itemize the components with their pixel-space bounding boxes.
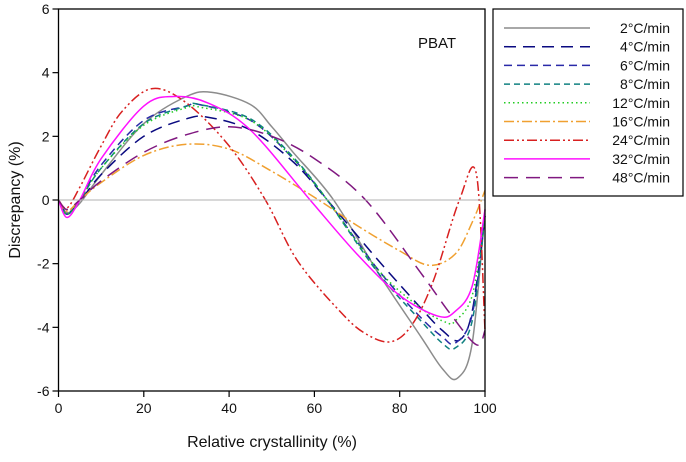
series-12cmin-line <box>57 104 486 326</box>
y-tick-label: -4 <box>37 319 50 335</box>
series-8cmin-line <box>57 102 486 351</box>
series-16cmin-line <box>57 143 486 267</box>
x-tick-label: 60 <box>307 400 323 416</box>
x-tick-label: 40 <box>221 400 237 416</box>
series-24cmin-legend-label: 24°C/min <box>612 132 670 148</box>
y-tick-label: 4 <box>42 65 50 81</box>
series-6cmin-line <box>57 102 486 346</box>
series-32cmin-line <box>57 95 486 319</box>
legend-box <box>492 8 684 197</box>
series-12cmin-legend-label: 12°C/min <box>612 95 670 111</box>
y-tick-label: 0 <box>42 192 50 208</box>
series-32cmin-legend-label: 32°C/min <box>612 151 670 167</box>
x-tick-label: 0 <box>55 400 63 416</box>
series-4cmin-legend-label: 4°C/min <box>620 39 670 55</box>
x-tick-label: 20 <box>136 400 152 416</box>
x-tick-label: 100 <box>473 400 497 416</box>
annotation-pbat: PBAT <box>418 35 456 52</box>
y-tick-label: -2 <box>37 256 50 272</box>
series-6cmin-legend-label: 6°C/min <box>620 57 670 73</box>
series-16cmin-legend-label: 16°C/min <box>612 114 670 130</box>
series-2cmin-legend-label: 2°C/min <box>620 20 670 36</box>
legend: 2°C/min 4°C/min 6°C/min 8°C/min 12°C/min 16°C… <box>492 8 684 197</box>
series-2cmin-line <box>57 91 486 381</box>
x-axis-title: Relative crystallinity (%) <box>187 434 357 451</box>
y-axis-title: Discrepancy (%) <box>7 141 24 258</box>
series-8cmin-legend-label: 8°C/min <box>620 76 670 92</box>
y-tick-label: -6 <box>37 383 50 399</box>
y-tick-label: 2 <box>42 128 50 144</box>
series-4cmin-line <box>57 115 486 342</box>
series-lines <box>57 87 486 381</box>
series-48cmin-legend-label: 48°C/min <box>612 170 670 186</box>
y-tick-label: 6 <box>42 1 50 17</box>
series-48cmin-line <box>57 126 486 346</box>
x-tick-label: 80 <box>392 400 408 416</box>
series-24cmin-line <box>57 87 486 343</box>
axis-ticks: 0 20 40 60 80 100 -6 -4 -2 0 2 4 6 <box>37 1 497 416</box>
